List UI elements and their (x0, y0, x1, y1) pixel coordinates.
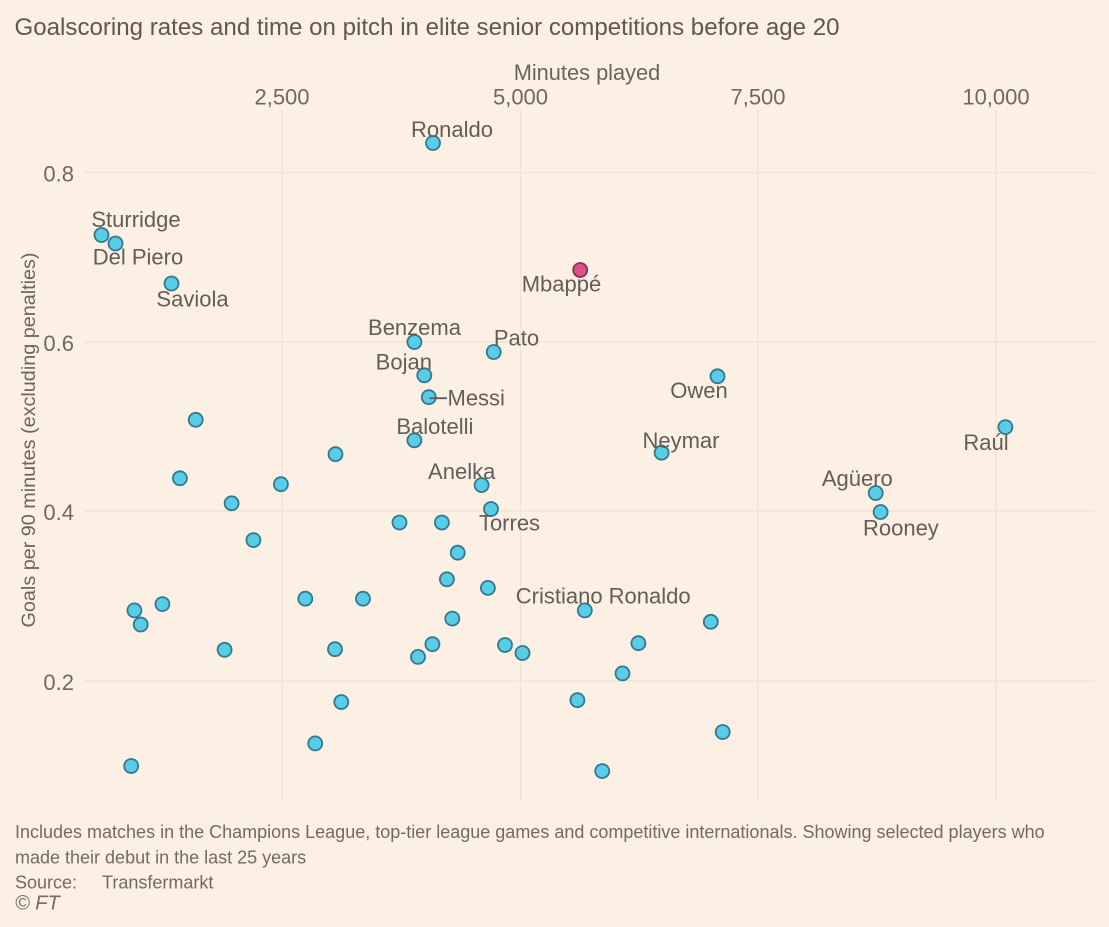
svg-text:0.6: 0.6 (43, 331, 74, 356)
svg-text:Goals per 90 minutes (excludin: Goals per 90 minutes (excluding penaltie… (18, 253, 40, 628)
svg-text:Del Piero: Del Piero (93, 245, 183, 270)
svg-text:Anelka: Anelka (428, 459, 496, 484)
svg-text:Raúl: Raúl (963, 430, 1008, 455)
svg-text:Sturridge: Sturridge (91, 207, 180, 232)
svg-text:10,000: 10,000 (962, 85, 1029, 110)
svg-text:Benzema: Benzema (368, 315, 462, 340)
svg-text:Mbappé: Mbappé (522, 272, 602, 297)
svg-text:Owen: Owen (670, 378, 727, 403)
svg-text:Messi: Messi (448, 386, 505, 411)
svg-text:Bojan: Bojan (376, 350, 432, 375)
svg-text:Source:: Source: (15, 873, 77, 893)
svg-text:Ronaldo: Ronaldo (411, 117, 493, 142)
svg-text:Neymar: Neymar (642, 428, 719, 453)
svg-text:7,500: 7,500 (730, 85, 785, 110)
svg-text:Saviola: Saviola (156, 287, 229, 312)
svg-text:5,000: 5,000 (493, 85, 548, 110)
svg-text:Pato: Pato (494, 326, 539, 351)
svg-text:2,500: 2,500 (254, 85, 309, 110)
svg-text:Goalscoring rates and time on: Goalscoring rates and time on pitch in e… (15, 14, 840, 41)
svg-text:0.4: 0.4 (43, 500, 74, 525)
svg-text:© FT: © FT (15, 893, 62, 915)
svg-text:Rooney: Rooney (863, 516, 939, 541)
svg-text:Minutes played: Minutes played (514, 60, 661, 85)
svg-text:0.2: 0.2 (43, 670, 74, 695)
svg-text:Agüero: Agüero (822, 466, 893, 491)
svg-text:Balotelli: Balotelli (396, 414, 473, 439)
svg-text:0.8: 0.8 (43, 162, 74, 187)
svg-text:Cristiano Ronaldo: Cristiano Ronaldo (516, 584, 691, 609)
svg-text:Includes matches in the Champi: Includes matches in the Champions League… (15, 822, 1045, 842)
svg-text:made their debut in the last 2: made their debut in the last 25 years (15, 848, 306, 868)
svg-text:Transfermarkt: Transfermarkt (102, 873, 213, 893)
svg-text:Torres: Torres (479, 511, 540, 536)
